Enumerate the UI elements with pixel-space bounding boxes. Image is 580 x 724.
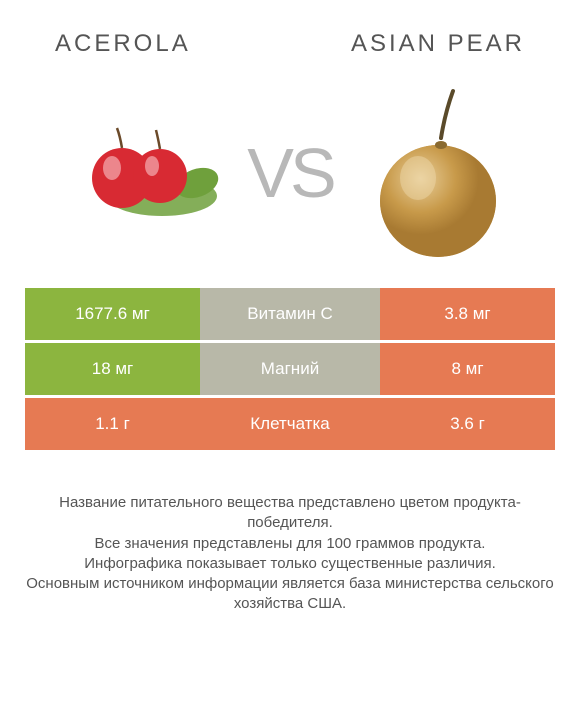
- table-row: 1677.6 мг Витамин С 3.8 мг: [25, 288, 555, 340]
- footer-line: Основным источником информации является …: [25, 574, 555, 615]
- nutrient-label: Витамин С: [200, 288, 380, 340]
- acerola-image: [57, 88, 227, 258]
- value-right: 8 мг: [380, 343, 555, 395]
- footer-text: Название питательного вещества представл…: [0, 453, 580, 615]
- footer-line: Название питательного вещества представл…: [25, 493, 555, 534]
- vs-label: VS: [247, 133, 332, 213]
- comparison-table: 1677.6 мг Витамин С 3.8 мг 18 мг Магний …: [0, 288, 580, 450]
- value-left: 1.1 г: [25, 398, 200, 450]
- asian-pear-image: [353, 88, 523, 258]
- value-left: 18 мг: [25, 343, 200, 395]
- footer-line: Инфографика показывает только существенн…: [25, 554, 555, 574]
- table-row: 18 мг Магний 8 мг: [25, 343, 555, 395]
- images-row: VS: [0, 68, 580, 288]
- footer-line: Все значения представлены для 100 граммо…: [25, 534, 555, 554]
- value-right: 3.6 г: [380, 398, 555, 450]
- table-row: 1.1 г Клетчатка 3.6 г: [25, 398, 555, 450]
- value-left: 1677.6 мг: [25, 288, 200, 340]
- value-right: 3.8 мг: [380, 288, 555, 340]
- nutrient-label: Клетчатка: [200, 398, 380, 450]
- nutrient-label: Магний: [200, 343, 380, 395]
- title-right: ASIAN PEAR: [351, 30, 525, 58]
- header: ACEROLA ASIAN PEAR: [0, 0, 580, 68]
- title-left: ACEROLA: [55, 30, 191, 58]
